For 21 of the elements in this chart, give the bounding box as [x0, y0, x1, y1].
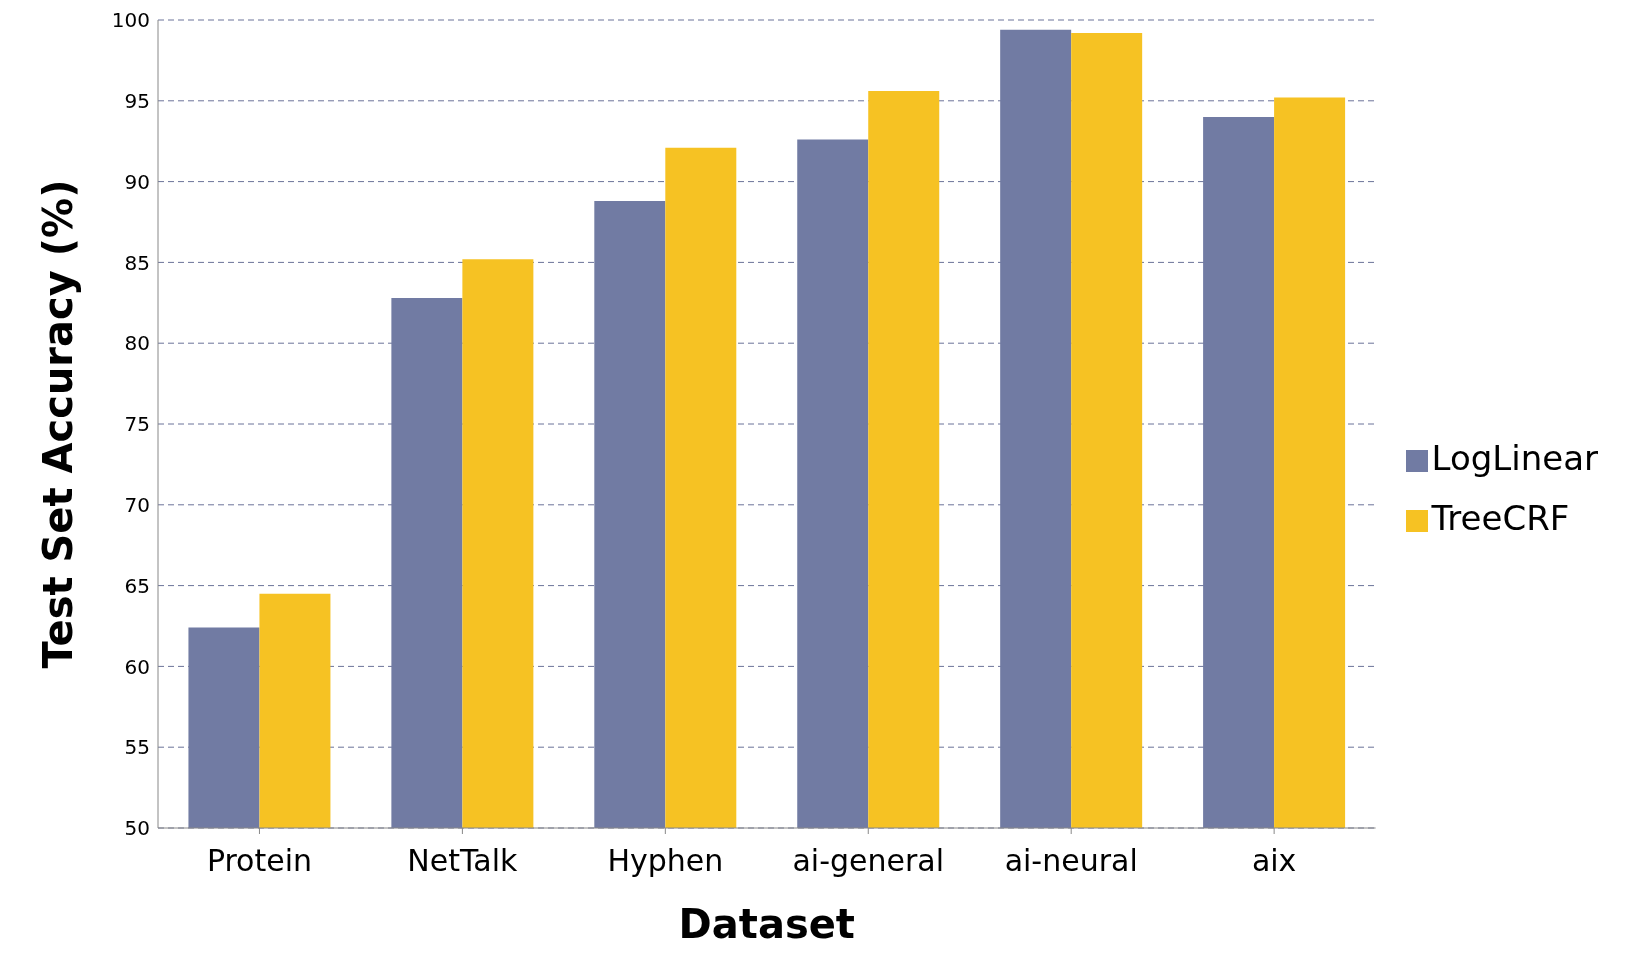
x-tick-label: ai-neural: [1004, 843, 1138, 879]
x-tick-label: NetTalk: [407, 843, 519, 879]
x-tick-label: aix: [1251, 843, 1297, 879]
x-tick-label: ai-general: [792, 843, 945, 879]
x-tick-label: Protein: [206, 843, 313, 879]
y-axis-title: Test Set Accuracy (%): [35, 179, 82, 669]
legend-label: LogLinear: [1431, 438, 1598, 478]
y-tick-label: 50: [124, 816, 150, 841]
y-tick-label: 75: [124, 412, 150, 437]
legend-label: TreeCRF: [1431, 498, 1570, 538]
x-axis-title: Dataset: [678, 901, 855, 947]
y-tick-label: 60: [124, 654, 150, 679]
y-tick-label: 55: [124, 735, 150, 760]
y-tick-label: 65: [124, 573, 150, 598]
y-tick-label: 85: [124, 250, 150, 275]
y-tick-label: 90: [124, 169, 150, 194]
y-tick-label: 80: [124, 331, 150, 356]
y-tick-label: 100: [111, 8, 150, 33]
x-tick-label: Hyphen: [607, 843, 724, 879]
y-tick-label: 95: [124, 88, 150, 113]
y-tick-label: 70: [124, 492, 150, 517]
